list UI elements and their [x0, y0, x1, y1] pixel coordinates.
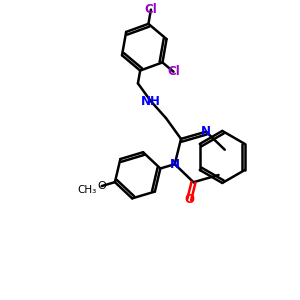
- Text: Cl: Cl: [145, 3, 157, 16]
- Text: N: N: [201, 125, 211, 138]
- Text: CH₃: CH₃: [78, 185, 97, 195]
- Text: Cl: Cl: [167, 65, 180, 78]
- Text: NH: NH: [141, 95, 161, 108]
- Text: O: O: [97, 181, 106, 191]
- Text: O: O: [184, 193, 194, 206]
- Text: N: N: [170, 158, 180, 171]
